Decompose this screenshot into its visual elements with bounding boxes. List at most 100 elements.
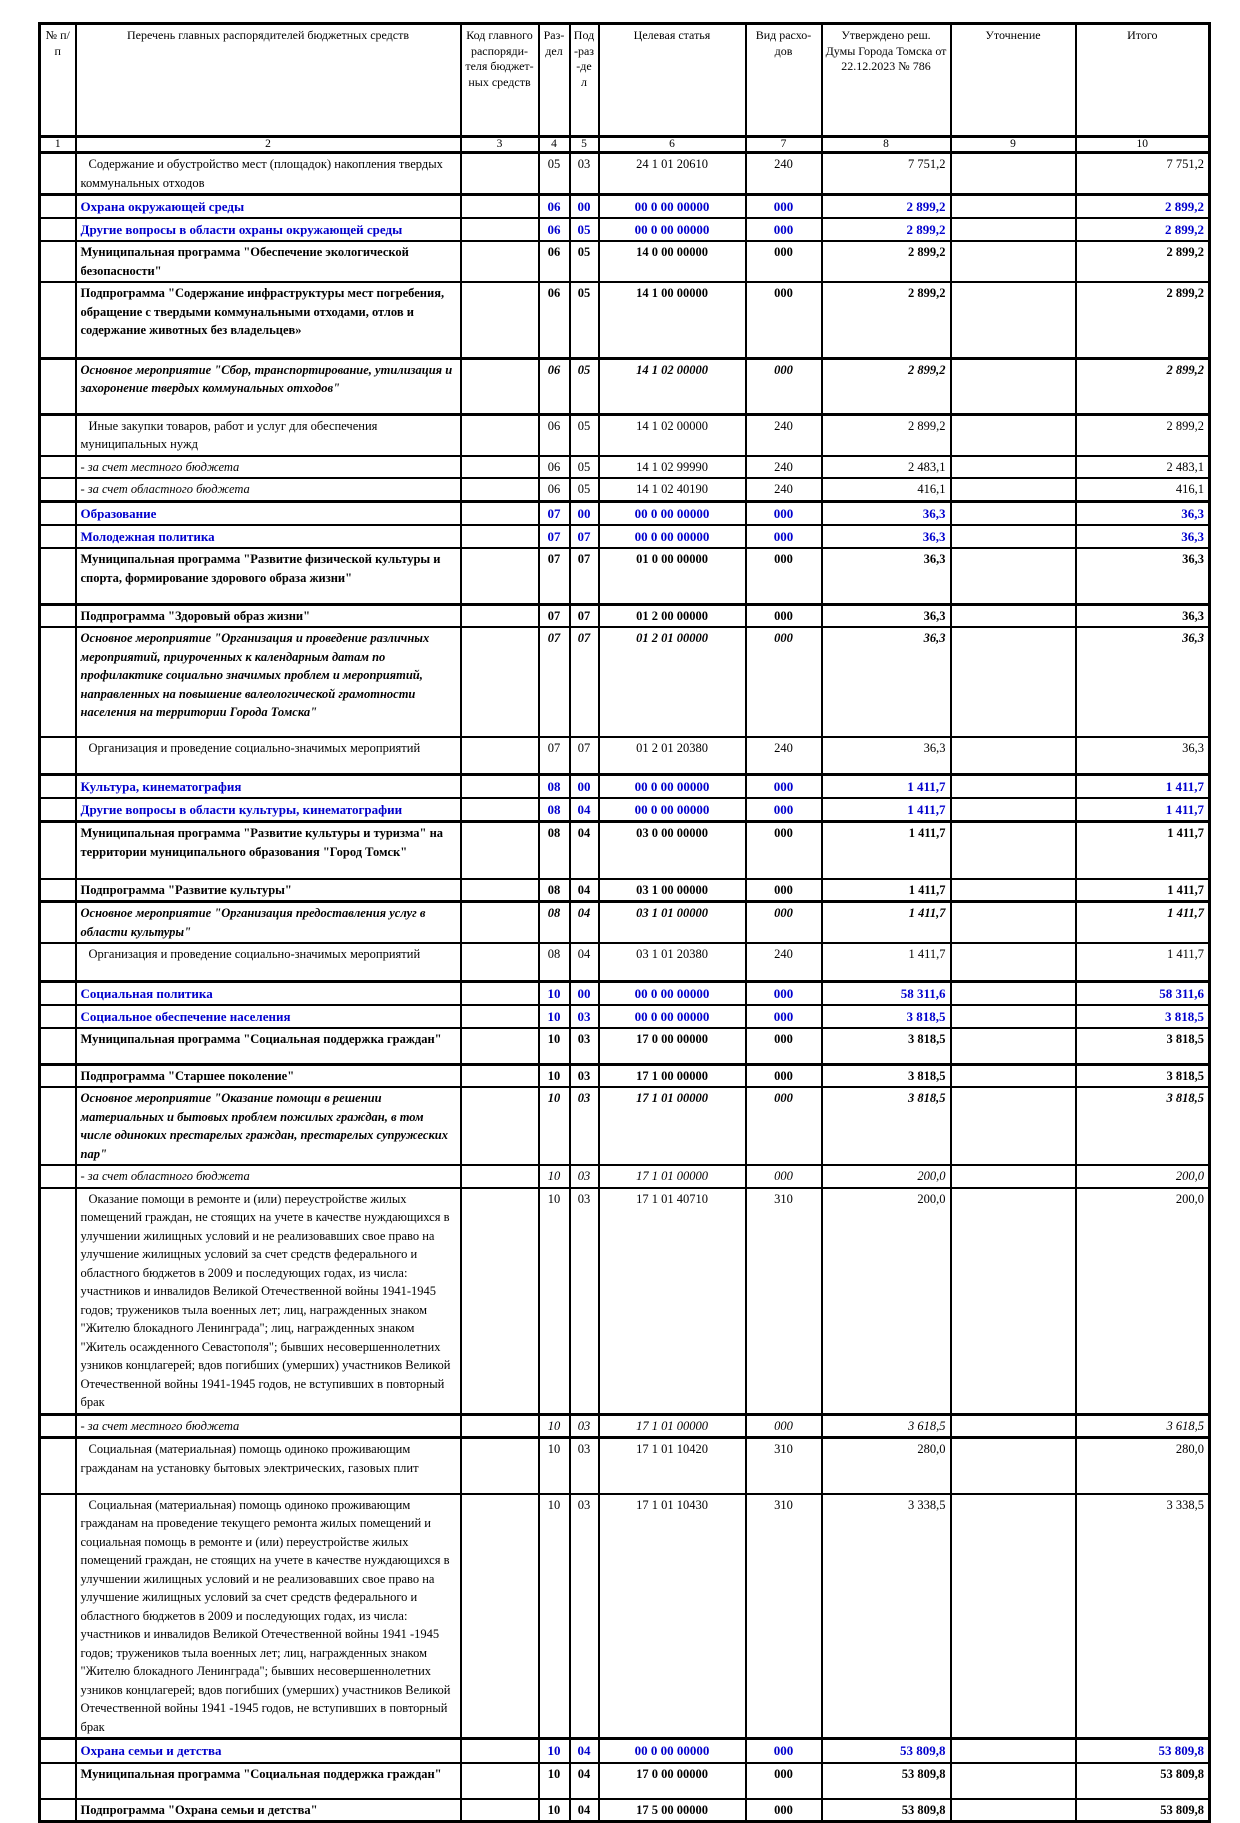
cell-item-name: Социальная (материальная) помощь одиноко… [74, 1436, 462, 1495]
cell-expense-type: 000 [744, 979, 823, 1007]
cell-razdel: 06 [537, 477, 571, 503]
cell-grbs-code [459, 151, 540, 196]
cell-target-article: 17 1 01 00000 [597, 1086, 747, 1167]
cell-item-name: - за счет местного бюджета [74, 1412, 462, 1439]
table-row: Образование 07 00 00 0 00 00000 000 36,3… [38, 499, 1211, 527]
cell-grbs-code [459, 1086, 540, 1167]
cell-item-name: Подпрограмма "Содержание инфраструктуры … [74, 281, 462, 360]
cell-item-name: Основное мероприятие "Организация и пров… [74, 626, 462, 739]
cell-target-article: 17 1 00 00000 [597, 1062, 747, 1089]
cell-expense-type: 000 [744, 240, 823, 284]
cell-adjustment [949, 1086, 1077, 1167]
cell-total-amount: 3 338,5 [1074, 1492, 1211, 1740]
cell-item-name: Охрана окружающей среды [74, 193, 462, 220]
cell-expense-type: 000 [744, 797, 823, 823]
cell-approved-amount: 36,3 [820, 547, 952, 606]
cell-row-number [38, 1797, 77, 1823]
cell-expense-type: 240 [744, 942, 823, 983]
cell-total-amount: 280,0 [1074, 1436, 1211, 1495]
cell-razdel: 10 [537, 979, 571, 1007]
cell-razdel: 10 [537, 1797, 571, 1823]
cell-grbs-code [459, 217, 540, 243]
table-row: - за счет местного бюджета 10 03 17 1 01… [38, 1412, 1211, 1439]
cell-row-number [38, 820, 77, 880]
cell-grbs-code [459, 1761, 540, 1800]
table-row: Организация и проведение социально-значи… [38, 942, 1211, 983]
cell-adjustment [949, 626, 1077, 739]
cell-adjustment [949, 1027, 1077, 1066]
cell-target-article: 00 0 00 00000 [597, 217, 747, 243]
cell-approved-amount: 58 311,6 [820, 979, 952, 1007]
cell-podrazdel: 05 [568, 217, 600, 243]
cell-adjustment [949, 820, 1077, 880]
cell-razdel: 08 [537, 942, 571, 983]
cell-approved-amount: 200,0 [820, 1164, 952, 1189]
cell-row-number [38, 1004, 77, 1030]
cell-grbs-code [459, 602, 540, 629]
cell-target-article: 01 2 01 00000 [597, 626, 747, 739]
cell-podrazdel: 07 [568, 602, 600, 629]
cell-approved-amount: 2 899,2 [820, 356, 952, 416]
cell-row-number [38, 151, 77, 196]
cell-total-amount: 2 899,2 [1074, 240, 1211, 284]
cell-expense-type: 240 [744, 477, 823, 503]
cell-podrazdel: 03 [568, 1492, 600, 1740]
col-number: 2 [74, 135, 462, 154]
table-row: Муниципальная программа "Развитие культу… [38, 820, 1211, 880]
cell-expense-type: 000 [744, 217, 823, 243]
cell-adjustment [949, 281, 1077, 360]
cell-target-article: 03 0 00 00000 [597, 820, 747, 880]
cell-row-number [38, 797, 77, 823]
cell-expense-type: 000 [744, 1737, 823, 1764]
cell-target-article: 03 1 00 00000 [597, 877, 747, 903]
table-row: Подпрограмма "Развитие культуры" 08 04 0… [38, 877, 1211, 903]
cell-item-name: Муниципальная программа "Развитие культу… [74, 820, 462, 880]
cell-razdel: 10 [537, 1062, 571, 1089]
col-number: 10 [1074, 135, 1211, 154]
cell-expense-type: 000 [744, 281, 823, 360]
cell-row-number [38, 1436, 77, 1495]
cell-approved-amount: 2 483,1 [820, 454, 952, 480]
cell-expense-type: 000 [744, 1164, 823, 1189]
cell-row-number [38, 1186, 77, 1416]
cell-total-amount: 2 899,2 [1074, 356, 1211, 416]
cell-row-number [38, 1062, 77, 1089]
cell-grbs-code [459, 1062, 540, 1089]
cell-target-article: 14 1 00 00000 [597, 281, 747, 360]
cell-razdel: 07 [537, 499, 571, 527]
cell-target-article: 00 0 00 00000 [597, 1004, 747, 1030]
cell-podrazdel: 03 [568, 1004, 600, 1030]
cell-row-number [38, 454, 77, 480]
cell-target-article: 17 0 00 00000 [597, 1761, 747, 1800]
cell-expense-type: 000 [744, 1797, 823, 1823]
cell-podrazdel: 04 [568, 1737, 600, 1764]
cell-row-number [38, 1412, 77, 1439]
col-header-razdel: Раз-дел [537, 22, 571, 138]
cell-adjustment [949, 499, 1077, 527]
cell-adjustment [949, 877, 1077, 903]
cell-expense-type: 000 [744, 1062, 823, 1089]
cell-approved-amount: 36,3 [820, 736, 952, 776]
cell-target-article: 17 1 01 00000 [597, 1164, 747, 1189]
cell-grbs-code [459, 877, 540, 903]
cell-approved-amount: 200,0 [820, 1186, 952, 1416]
cell-podrazdel: 04 [568, 900, 600, 945]
cell-razdel: 10 [537, 1761, 571, 1800]
cell-podrazdel: 03 [568, 1062, 600, 1089]
cell-podrazdel: 00 [568, 979, 600, 1007]
cell-grbs-code [459, 900, 540, 945]
cell-item-name: Основное мероприятие "Сбор, транспортиро… [74, 356, 462, 416]
cell-item-name: Подпрограмма "Развитие культуры" [74, 877, 462, 903]
table-row: Молодежная политика 07 07 00 0 00 00000 … [38, 524, 1211, 550]
cell-target-article: 14 1 02 40190 [597, 477, 747, 503]
cell-grbs-code [459, 477, 540, 503]
cell-row-number [38, 1027, 77, 1066]
cell-podrazdel: 00 [568, 772, 600, 800]
cell-total-amount: 3 818,5 [1074, 1062, 1211, 1089]
cell-row-number [38, 1086, 77, 1167]
cell-adjustment [949, 772, 1077, 800]
cell-grbs-code [459, 1412, 540, 1439]
cell-item-name: Охрана семьи и детства [74, 1737, 462, 1764]
col-number: 7 [744, 135, 823, 154]
cell-podrazdel: 05 [568, 412, 600, 457]
